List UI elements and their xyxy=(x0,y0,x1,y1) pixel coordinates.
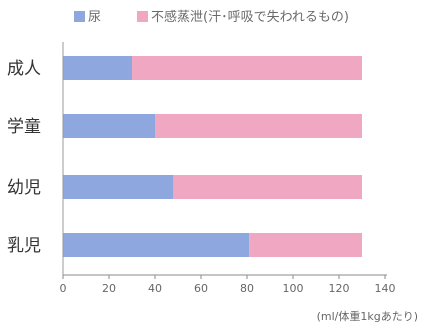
bar-urine-0 xyxy=(63,56,132,80)
legend-swatch-urine xyxy=(74,11,85,22)
bar-insensible-3 xyxy=(249,233,362,257)
bar-insensible-2 xyxy=(173,175,362,199)
legend: 尿 不感蒸泄(汗･呼吸で失われるもの) xyxy=(74,9,349,25)
bar-urine-2 xyxy=(63,175,174,199)
x-tick-label: 20 xyxy=(102,282,116,295)
x-tick-label: 80 xyxy=(240,282,254,295)
category-label: 学童 xyxy=(7,117,41,137)
unit-label: (ml/体重1kgあたり) xyxy=(317,309,418,323)
legend-swatch-insensible xyxy=(137,11,148,22)
x-axis: 0 20 40 60 80 100 120 140 xyxy=(60,42,396,295)
legend-label: 不感蒸泄(汗･呼吸で失われるもの) xyxy=(151,9,349,25)
x-tick-label: 120 xyxy=(329,282,350,295)
x-tick-label: 40 xyxy=(148,282,162,295)
x-tick-label: 0 xyxy=(60,282,67,295)
x-tick-label: 140 xyxy=(375,282,396,295)
bar-insensible-0 xyxy=(132,56,362,80)
bar-insensible-1 xyxy=(155,114,362,138)
legend-label: 尿 xyxy=(88,10,101,25)
bar-urine-3 xyxy=(63,233,250,257)
bars-group xyxy=(63,56,362,257)
category-label: 成人 xyxy=(7,59,41,79)
x-tick-label: 60 xyxy=(194,282,208,295)
category-label: 幼児 xyxy=(7,178,41,198)
x-tick-label: 100 xyxy=(283,282,304,295)
bar-urine-1 xyxy=(63,114,155,138)
category-label: 乳児 xyxy=(7,236,41,256)
